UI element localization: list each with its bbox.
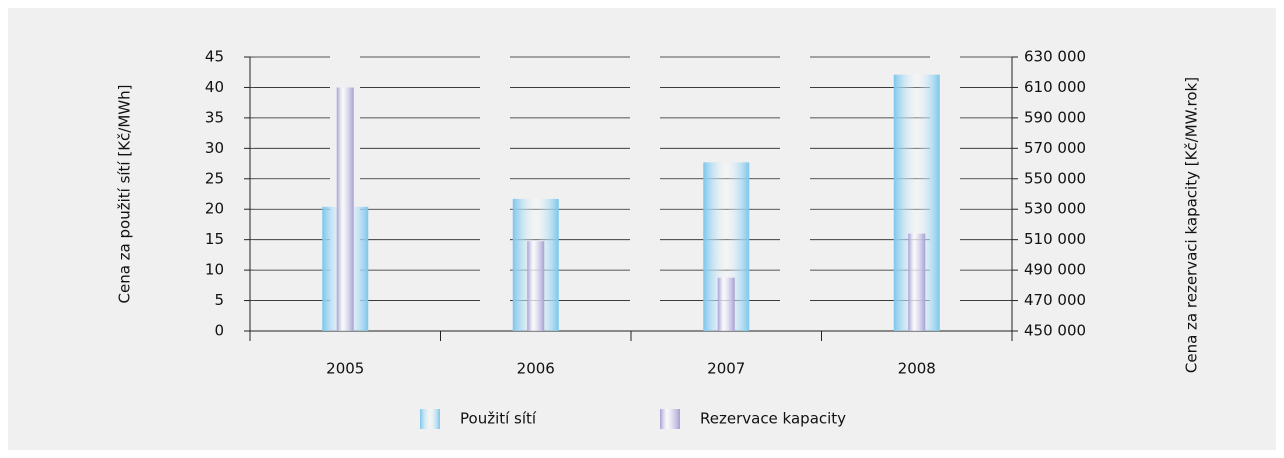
y-tick-label: 35 [205, 108, 224, 126]
bar [908, 233, 926, 331]
y-tick-label: 10 [205, 261, 224, 279]
legend-swatch [420, 409, 440, 429]
y-tick-label: 25 [205, 169, 224, 187]
y2-tick-label: 510 000 [1024, 230, 1086, 248]
y2-tick-label: 530 000 [1024, 200, 1086, 218]
y2-tick-label: 570 000 [1024, 139, 1086, 157]
bar [717, 277, 735, 331]
bar [336, 87, 354, 331]
bar [527, 241, 545, 331]
y-tick-label: 5 [214, 291, 224, 309]
y-tick-label: 40 [205, 78, 224, 96]
x-tick-label: 2006 [517, 360, 555, 378]
y-tick-label: 15 [205, 230, 224, 248]
legend-label: Rezervace kapacity [700, 410, 846, 428]
y2-tick-label: 550 000 [1024, 169, 1086, 187]
y2-tick-label: 450 000 [1024, 322, 1086, 340]
y2-tick-label: 590 000 [1024, 108, 1086, 126]
y-tick-label: 30 [205, 139, 224, 157]
panel [8, 8, 1276, 450]
y-axis-label: Cena za použití sítí [Kč/MWh] [116, 85, 134, 304]
y2-tick-label: 630 000 [1024, 48, 1086, 66]
y2-tick-label: 490 000 [1024, 261, 1086, 279]
legend-swatch [660, 409, 680, 429]
y-tick-label: 0 [214, 322, 224, 340]
y-tick-label: 20 [205, 200, 224, 218]
x-tick-label: 2008 [898, 360, 936, 378]
x-tick-label: 2007 [707, 360, 745, 378]
y2-tick-label: 610 000 [1024, 78, 1086, 96]
y2-axis-label: Cena za rezervaci kapacity [Kč/MW.rok] [1183, 77, 1201, 373]
y2-tick-label: 470 000 [1024, 291, 1086, 309]
legend-label: Použití sítí [460, 410, 537, 428]
x-tick-label: 2005 [326, 360, 364, 378]
y-tick-label: 45 [205, 48, 224, 66]
